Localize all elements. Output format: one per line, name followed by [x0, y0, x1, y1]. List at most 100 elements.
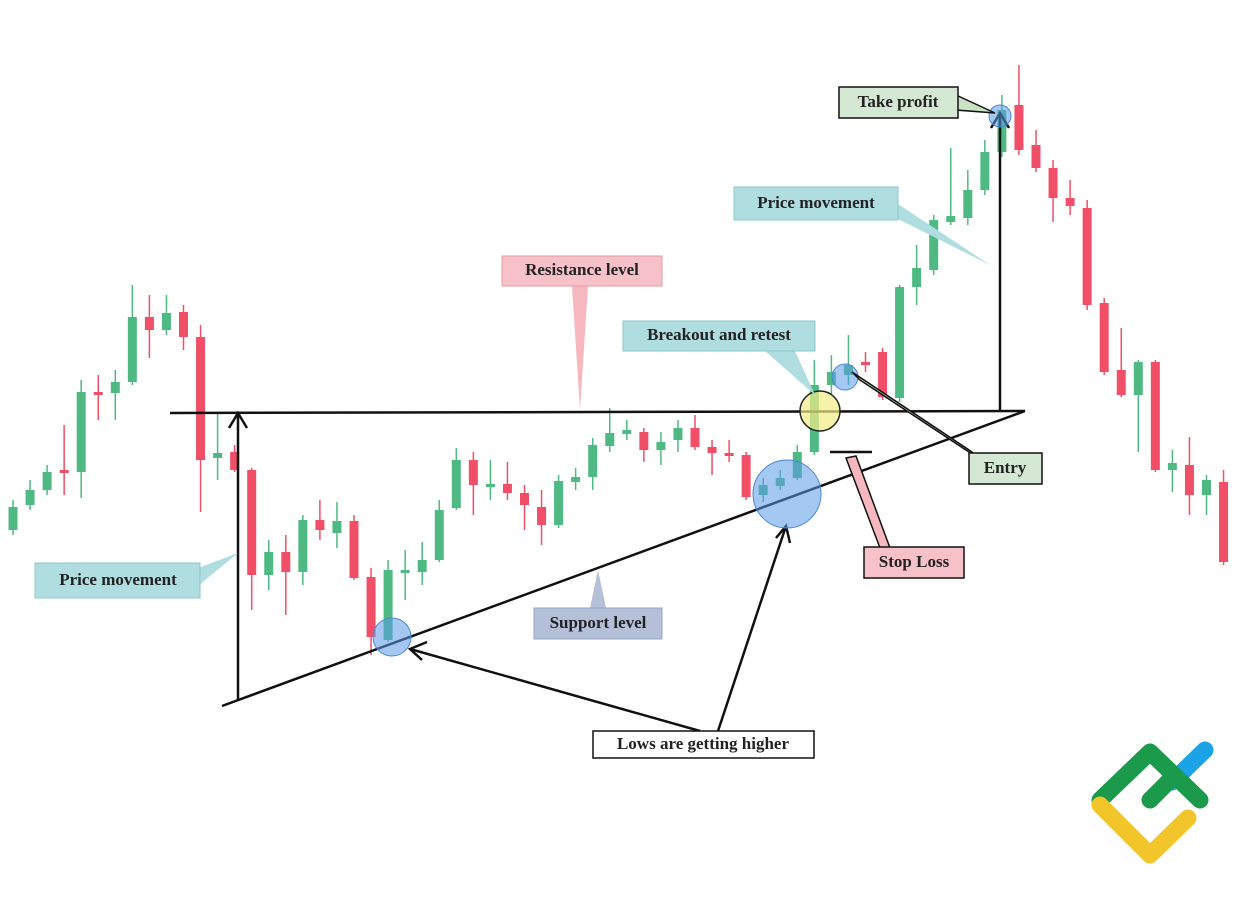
label-box	[863, 546, 965, 579]
highlight	[372, 617, 412, 657]
arrowhead	[227, 410, 249, 429]
candle-body	[622, 430, 632, 434]
candle-body	[673, 428, 683, 440]
candle-body	[298, 520, 308, 572]
label-box	[592, 730, 815, 759]
candle-body	[417, 560, 427, 572]
label-box	[622, 320, 816, 352]
candle-body	[485, 484, 495, 487]
candle-body	[383, 570, 393, 640]
candle-body	[639, 432, 649, 450]
candle-body	[1184, 465, 1194, 495]
candle-body	[1167, 463, 1177, 470]
tail	[955, 93, 996, 114]
candle-body	[179, 312, 188, 337]
label: Price movement	[757, 193, 875, 212]
candle-body	[1202, 480, 1211, 495]
candle-body	[537, 507, 547, 525]
candle-body	[929, 220, 939, 270]
candle-body	[1031, 145, 1041, 168]
candle-body	[520, 493, 529, 505]
candle-body	[707, 447, 717, 453]
tail	[884, 204, 990, 265]
label: Resistance level	[525, 260, 639, 279]
label-box	[34, 562, 201, 599]
candle-body	[1116, 370, 1126, 395]
candle-body	[1082, 208, 1092, 305]
logo-part	[1141, 769, 1181, 809]
label: Lows are getting higher	[617, 734, 789, 753]
candle-body	[59, 470, 69, 473]
candle-body	[332, 521, 342, 533]
label: Price movement	[59, 570, 177, 589]
candle-body	[861, 362, 870, 365]
arrowhead	[407, 640, 428, 661]
candle-body	[451, 460, 461, 508]
candle-body	[315, 520, 325, 530]
logo	[1091, 741, 1214, 864]
candle-body	[468, 460, 478, 485]
candle-body	[946, 216, 956, 222]
candle-body	[127, 317, 137, 382]
candle-body	[76, 392, 86, 472]
label-box	[501, 255, 663, 287]
candle-body	[826, 372, 836, 385]
label-box	[733, 186, 899, 221]
labels: Take profit Price movement Resistance le…	[34, 86, 1043, 759]
candle-body	[349, 521, 359, 578]
arrow	[409, 647, 701, 733]
tail	[198, 553, 238, 586]
tail	[851, 371, 979, 459]
candle-body	[434, 510, 444, 560]
candle-body	[980, 152, 990, 190]
candle-body	[1099, 303, 1109, 372]
candle-body	[93, 392, 103, 395]
highlight	[831, 363, 859, 391]
label: Stop Loss	[879, 552, 950, 571]
candle-body	[42, 472, 52, 490]
label: Entry	[984, 458, 1027, 477]
candle-body	[1065, 198, 1075, 206]
candle-body	[400, 570, 410, 573]
candle-body	[724, 453, 734, 456]
candle-body	[997, 110, 1007, 152]
arrow	[716, 525, 788, 732]
candle-body	[1219, 482, 1229, 562]
candle-body	[247, 470, 257, 575]
label-box	[838, 86, 959, 119]
tail	[765, 351, 815, 395]
candle-body	[196, 337, 206, 460]
drawings	[169, 110, 1026, 733]
candle-body	[1133, 362, 1143, 395]
candle-body	[8, 507, 18, 530]
candle-body	[264, 552, 274, 575]
candle-body	[895, 287, 905, 398]
candle-body	[571, 477, 581, 482]
logo-part	[1091, 743, 1209, 809]
candle-body	[656, 442, 666, 450]
candle-body	[912, 268, 922, 287]
candle-body	[690, 428, 700, 447]
candle-body	[1048, 168, 1058, 198]
candles	[8, 65, 1229, 655]
support-line	[221, 409, 1026, 708]
highlight	[752, 459, 822, 529]
tail	[590, 570, 606, 608]
candle-body	[605, 433, 615, 446]
candle-body	[1014, 105, 1024, 150]
label: Support level	[550, 613, 647, 632]
candle-body	[161, 313, 171, 330]
candle-body	[1150, 362, 1160, 470]
label: Take profit	[858, 92, 939, 111]
candle-body	[230, 452, 240, 470]
candle-body	[741, 455, 751, 497]
highlight	[799, 390, 841, 432]
candle-body	[502, 484, 512, 493]
candle-body	[144, 317, 154, 330]
candle-body	[588, 445, 598, 477]
candle-body	[281, 552, 291, 572]
candle-body	[878, 352, 888, 397]
callout-tails	[198, 93, 996, 608]
candle-body	[366, 577, 376, 637]
